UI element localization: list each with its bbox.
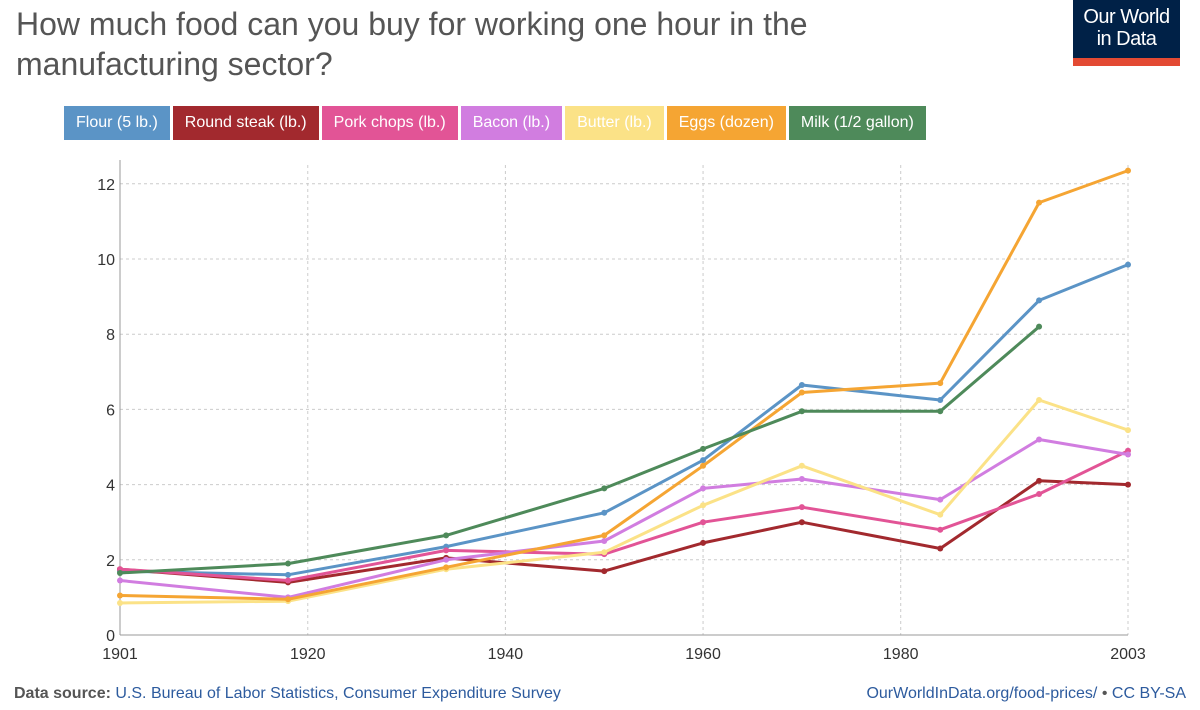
data-point <box>937 380 944 387</box>
series-group <box>117 447 1131 584</box>
series-group <box>117 436 1131 601</box>
data-point <box>1036 491 1043 497</box>
data-point <box>1125 261 1131 268</box>
legend-item[interactable]: Bacon (lb.) <box>460 106 563 140</box>
data-point <box>1036 477 1043 484</box>
data-point <box>798 408 805 415</box>
data-point <box>443 532 450 539</box>
data-point <box>285 596 291 603</box>
series-line <box>119 263 1129 577</box>
data-point <box>601 532 608 539</box>
data-point <box>1125 451 1131 458</box>
data-point <box>700 519 707 526</box>
data-point <box>700 539 707 546</box>
owid-logo[interactable]: Our World in Data <box>1073 0 1180 66</box>
legend-item[interactable]: Round steak (lb.) <box>172 106 319 140</box>
y-tick-label: 2 <box>106 553 115 570</box>
data-point <box>798 519 805 526</box>
license-link[interactable]: CC BY-SA <box>1111 685 1186 702</box>
series-line <box>119 169 1129 601</box>
data-point <box>1036 199 1043 206</box>
series-group <box>117 397 1131 607</box>
data-point <box>937 496 944 503</box>
source-label: Data source: <box>14 685 111 702</box>
data-point <box>1036 297 1043 304</box>
logo-line-1: Our World <box>1083 6 1170 28</box>
data-point <box>798 462 805 469</box>
data-point <box>798 381 805 388</box>
legend: Flour (5 lb.) Round steak (lb.) Pork chops… <box>64 106 926 140</box>
data-point <box>700 457 707 464</box>
data-point <box>117 592 123 599</box>
data-point <box>285 571 291 578</box>
data-point <box>937 526 944 533</box>
data-point <box>285 577 291 584</box>
data-point <box>601 538 608 544</box>
data-point <box>601 549 608 556</box>
legend-item[interactable]: Pork chops (lb.) <box>321 106 458 140</box>
data-point <box>601 568 608 575</box>
data-point <box>1036 397 1043 403</box>
legend-item[interactable]: Flour (5 lb.) <box>64 106 170 140</box>
line-chart: 0 2 4 6 8 10 12 1901 1920 1940 1960 1980 2003 <box>97 160 1146 663</box>
data-point <box>937 511 944 518</box>
data-point <box>798 389 805 396</box>
legend-item[interactable]: Milk (1/2 gallon) <box>788 106 926 140</box>
data-point <box>1036 323 1043 330</box>
series-group <box>117 167 1131 603</box>
x-tick-label: 2003 <box>1110 646 1146 663</box>
data-point <box>1125 481 1131 488</box>
y-tick-label: 10 <box>97 252 115 269</box>
legend-item[interactable]: Butter (lb.) <box>565 106 664 140</box>
footer-separator: • <box>1101 685 1108 702</box>
data-point <box>601 485 608 492</box>
legend-item[interactable]: Eggs (dozen) <box>666 106 786 140</box>
data-point <box>601 509 608 516</box>
y-tick-label: 8 <box>106 327 115 344</box>
data-point <box>1125 167 1131 174</box>
data-point <box>117 600 123 607</box>
data-point <box>700 502 707 509</box>
data-point <box>443 564 450 571</box>
series-group <box>117 323 1043 576</box>
footer-right: OurWorldInData.org/food-prices/ • CC BY-… <box>866 685 1186 703</box>
logo-accent-bar <box>1073 58 1180 66</box>
data-point <box>443 556 450 563</box>
series-line <box>119 325 1041 575</box>
data-point <box>937 545 944 552</box>
data-point <box>1036 436 1043 443</box>
data-point <box>700 485 707 492</box>
data-point <box>117 569 123 576</box>
y-tick-label: 4 <box>106 478 115 495</box>
data-point <box>1125 427 1131 434</box>
source-link[interactable]: OurWorldInData.org/food-prices/ <box>866 685 1098 702</box>
footer: Data source: U.S. Bureau of Labor Statis… <box>14 685 1186 703</box>
x-tick-label: 1980 <box>883 646 919 663</box>
y-tick-label: 6 <box>106 402 115 419</box>
data-point <box>700 445 707 452</box>
data-point <box>937 397 944 403</box>
x-tick-label: 1901 <box>102 646 138 663</box>
data-point <box>937 408 944 415</box>
x-tick-label: 1920 <box>290 646 326 663</box>
x-tick-label: 1960 <box>685 646 721 663</box>
data-point <box>443 547 450 554</box>
y-tick-label: 0 <box>106 628 115 645</box>
data-point <box>700 462 707 469</box>
x-tick-label: 1940 <box>488 646 524 663</box>
chart-title: How much food can you buy for working on… <box>16 6 808 82</box>
data-point <box>285 560 291 567</box>
data-point <box>798 475 805 482</box>
data-point <box>798 504 805 511</box>
data-point <box>117 577 123 584</box>
source-text[interactable]: U.S. Bureau of Labor Statistics, Consume… <box>115 685 561 702</box>
y-tick-label: 12 <box>97 177 115 194</box>
logo-line-2: in Data <box>1096 28 1157 50</box>
